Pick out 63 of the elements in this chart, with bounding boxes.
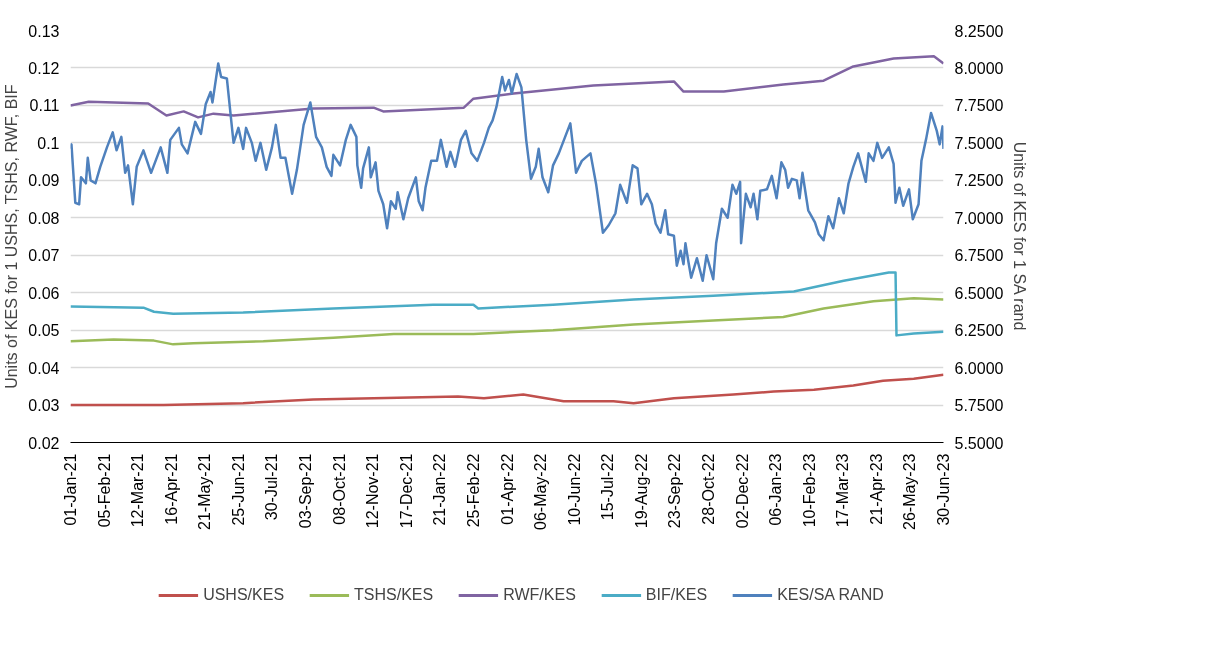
x-tick-label: 30-Jul-21: [263, 453, 281, 521]
y2-tick-label: 5.7500: [954, 397, 1004, 415]
y-axis-title: Units of KES for 1 USHS, TSHS, RWF, BIF: [3, 84, 21, 389]
x-tick-label: 12-Mar-21: [129, 453, 147, 528]
x-tick-label: 19-Aug-22: [632, 453, 650, 529]
y2-tick-label: 6.0000: [954, 359, 1004, 377]
y-tick-label: 0.06: [28, 284, 60, 302]
x-tick-label: 05-Feb-21: [95, 453, 113, 528]
y-tick-label: 0.03: [28, 397, 60, 415]
y2-tick-label: 8.2500: [954, 22, 1004, 40]
y-tick-label: 0.07: [28, 247, 60, 265]
legend-label: USHS/KES: [203, 585, 285, 604]
y-tick-label: 0.12: [28, 59, 60, 77]
legend-label: RWF/KES: [503, 585, 576, 604]
x-tick-label: 16-Apr-21: [162, 453, 180, 525]
y-tick-label: 0.08: [28, 209, 60, 227]
line-series: [70, 373, 944, 407]
x-tick-label: 17-Dec-21: [397, 453, 415, 529]
x-tick-label: 15-Jul-22: [599, 453, 617, 521]
line-series: [70, 62, 944, 282]
line-series: [70, 55, 944, 119]
line-series: [70, 271, 944, 337]
x-tick-label: 06-May-22: [532, 453, 550, 530]
x-tick-label: 21-May-21: [196, 453, 214, 530]
y2-tick-label: 6.7500: [954, 247, 1004, 265]
x-tick-label: 21-Apr-23: [867, 453, 885, 525]
x-tick-label: 01-Jan-21: [62, 453, 79, 526]
y-tick-label: 0.11: [29, 97, 60, 115]
x-tick-label: 21-Jan-22: [431, 453, 449, 526]
y2-tick-label: 7.7500: [954, 97, 1004, 115]
x-tick-label: 26-May-23: [901, 453, 919, 530]
y-tick-label: 0.05: [28, 322, 60, 340]
x-tick-label: 23-Sep-22: [666, 453, 684, 529]
y-tick-label: 0.09: [28, 172, 60, 190]
x-tick-label: 03-Sep-21: [297, 453, 315, 529]
y2-tick-label: 6.5000: [954, 284, 1004, 302]
x-tick-label: 08-Oct-21: [330, 453, 348, 525]
y-tick-label: 0.02: [28, 434, 60, 452]
x-tick-label: 17-Mar-23: [834, 453, 852, 528]
x-tick-label: 25-Feb-22: [464, 453, 482, 528]
y2-tick-label: 7.2500: [954, 172, 1004, 190]
x-tick-label: 10-Feb-23: [800, 453, 818, 528]
legend-label: BIF/KES: [645, 585, 708, 604]
x-tick-label: 28-Oct-22: [699, 453, 717, 525]
y2-tick-label: 6.2500: [954, 322, 1004, 340]
x-tick-label: 02-Dec-22: [733, 453, 751, 529]
x-tick-label: 30-Jun-23: [935, 453, 952, 526]
y2-axis-title: Units of KES for 1 SA rand: [1011, 141, 1029, 331]
y2-tick-label: 7.0000: [954, 209, 1004, 227]
y2-tick-label: 8.0000: [954, 59, 1004, 77]
x-tick-label: 25-Jun-21: [229, 453, 247, 526]
y-tick-label: 0.04: [28, 359, 60, 377]
legend-label: TSHS/KES: [354, 585, 434, 604]
line-series: [70, 297, 944, 346]
y-tick-label: 0.13: [28, 22, 60, 40]
y2-tick-label: 5.5000: [954, 434, 1004, 452]
x-tick-label: 12-Nov-21: [364, 453, 382, 529]
y-tick-label: 0.1: [37, 134, 60, 152]
x-tick-label: 01-Apr-22: [498, 453, 516, 525]
x-tick-label: 10-Jun-22: [565, 453, 583, 526]
legend-label: KES/SA RAND: [777, 585, 884, 604]
x-tick-label: 06-Jan-23: [767, 453, 785, 526]
y2-tick-label: 7.5000: [954, 134, 1004, 152]
